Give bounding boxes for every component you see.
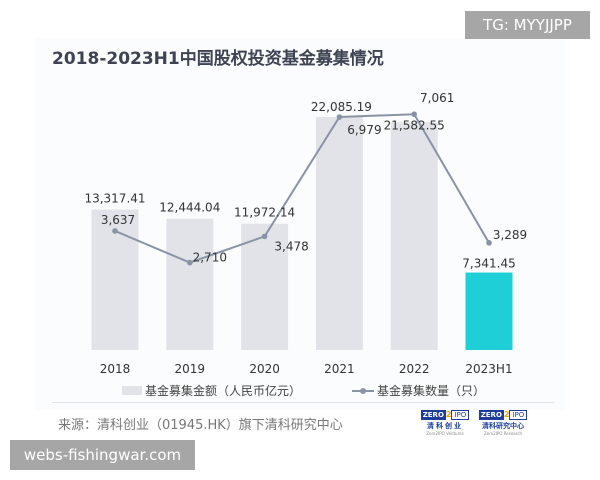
line-point-2018 xyxy=(112,228,118,234)
x-tick-2019: 2019 xyxy=(175,362,206,376)
bar-2019 xyxy=(166,218,214,350)
divider xyxy=(52,402,554,403)
watermark-bottom: webs-fishingwar.com xyxy=(10,440,195,470)
legend-bar-swatch xyxy=(122,386,142,395)
line-series xyxy=(114,113,490,264)
x-tick-2022: 2022 xyxy=(399,362,430,376)
logo-zero2ipo-research: ZERO 2 IPO 清科研究中心 Zero2IPO Research xyxy=(478,410,528,436)
legend-line-swatch xyxy=(352,387,374,394)
bar-label-2023H1: 7,341.45 xyxy=(462,257,515,271)
line-label-2022: 7,061 xyxy=(420,91,454,105)
line-point-2023H1 xyxy=(486,240,492,246)
legend-bar-label: 基金募集金额（人民币亿元） xyxy=(145,384,302,398)
logo-zero2ipo-ventures: ZERO 2 IPO 清科创业 Zero2IPO Ventures xyxy=(420,410,470,436)
bar-label-2018: 13,317.41 xyxy=(84,192,145,206)
line-label-2021: 6,979 xyxy=(347,123,381,137)
bar-2023H1 xyxy=(465,272,513,350)
line-label-2023H1: 3,289 xyxy=(493,228,527,242)
x-tick-2020: 2020 xyxy=(249,362,280,376)
line-label-2018: 3,637 xyxy=(101,213,135,227)
legend-line-label: 基金募集数量（只） xyxy=(377,384,486,398)
source-note: 来源：清科创业（01945.HK）旗下清科研究中心 xyxy=(58,418,343,433)
bar-2022 xyxy=(390,122,438,350)
line-label-2019: 2,710 xyxy=(193,251,227,265)
x-tick-2021: 2021 xyxy=(324,362,355,376)
line-label-2020: 3,478 xyxy=(274,239,308,253)
line-point-2020 xyxy=(261,233,268,240)
line-point-2021 xyxy=(336,114,343,120)
line-point-2019 xyxy=(187,259,193,266)
legend-line: 基金募集数量（只） xyxy=(352,382,485,399)
bar-label-2022: 21,582.55 xyxy=(384,118,445,132)
legend-bar: 基金募集金额（人民币亿元） xyxy=(122,382,301,399)
bar-label-2020: 11,972.14 xyxy=(234,206,295,220)
x-tick-2018: 2018 xyxy=(100,362,131,376)
bar-label-2019: 12,444.04 xyxy=(159,201,220,215)
bar-2021 xyxy=(315,117,363,350)
chart-title: 2018-2023H1中国股权投资基金募集情况 xyxy=(52,49,384,69)
bar-2020 xyxy=(241,223,289,350)
watermark-top: TG: MYYJJPP xyxy=(465,11,590,39)
bar-label-2021: 22,085.19 xyxy=(311,100,372,114)
x-tick-2023H1: 2023H1 xyxy=(465,362,512,376)
line-point-2022 xyxy=(411,111,418,118)
